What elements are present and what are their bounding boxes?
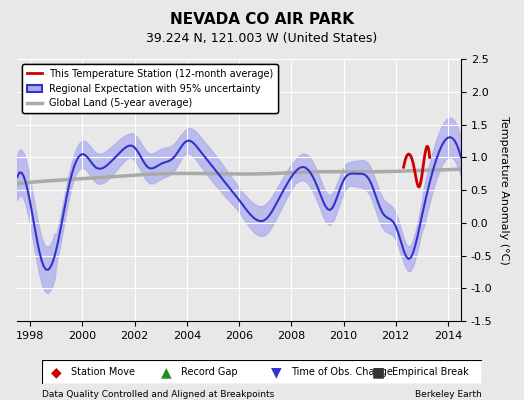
FancyBboxPatch shape [42,360,482,384]
Text: NEVADA CO AIR PARK: NEVADA CO AIR PARK [170,12,354,27]
Text: ■: ■ [372,365,385,379]
Text: Time of Obs. Change: Time of Obs. Change [291,367,392,377]
Text: Station Move: Station Move [71,367,135,377]
Text: Record Gap: Record Gap [181,367,237,377]
Legend: This Temperature Station (12-month average), Regional Expectation with 95% uncer: This Temperature Station (12-month avera… [22,64,278,113]
Text: 39.224 N, 121.003 W (United States): 39.224 N, 121.003 W (United States) [146,32,378,45]
Text: ▼: ▼ [271,365,281,379]
Text: Data Quality Controlled and Aligned at Breakpoints: Data Quality Controlled and Aligned at B… [42,390,274,399]
Y-axis label: Temperature Anomaly (°C): Temperature Anomaly (°C) [499,116,509,264]
Text: Berkeley Earth: Berkeley Earth [416,390,482,399]
Text: Empirical Break: Empirical Break [392,367,468,377]
Text: ▲: ▲ [161,365,171,379]
Text: ◆: ◆ [51,365,61,379]
